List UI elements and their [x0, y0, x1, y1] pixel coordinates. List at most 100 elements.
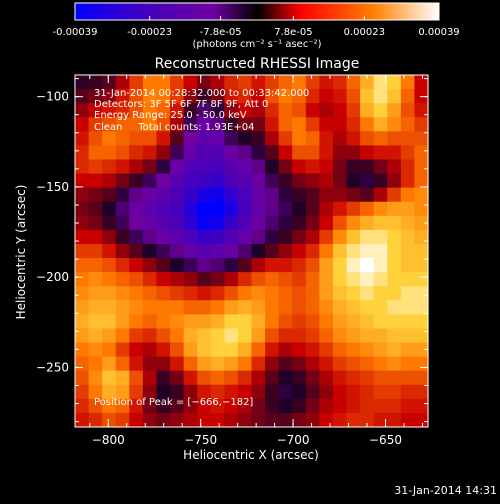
heatmap-cell	[305, 187, 320, 203]
heatmap-cell	[292, 103, 307, 118]
heatmap-cell	[115, 215, 130, 231]
colorbar-tick-label: 0.00023	[344, 27, 385, 38]
heatmap-cell	[400, 356, 416, 372]
heatmap-cell	[292, 258, 307, 273]
heatmap-cell	[292, 328, 307, 344]
heatmap-cell	[224, 145, 239, 161]
heatmap-cell	[224, 201, 239, 217]
heatmap-cell	[115, 398, 130, 414]
heatmap-cell	[292, 356, 307, 372]
heatmap-cell	[251, 229, 266, 245]
colorbar-tick-label: -0.00023	[127, 27, 172, 38]
y-axis: −100 −150 −200 −250	[36, 78, 428, 423]
heatmap-cell	[129, 384, 144, 400]
heatmap-cell	[292, 342, 307, 358]
heatmap-cell	[360, 215, 375, 231]
footer-timestamp: 31-Jan-2014 14:31	[394, 484, 497, 497]
heatmap-cell	[237, 370, 253, 386]
heatmap-cell	[305, 145, 320, 161]
heatmap-cell	[292, 384, 307, 400]
heatmap-cell	[102, 145, 117, 161]
heatmap-cell	[251, 398, 266, 414]
heatmap-cell	[265, 103, 280, 118]
heatmap-cell	[400, 201, 416, 217]
heatmap-cell	[197, 159, 212, 175]
heatmap-cell	[224, 215, 239, 231]
heatmap-cell	[346, 370, 361, 386]
heatmap-cell	[224, 103, 239, 118]
heatmap-cell	[129, 356, 144, 372]
heatmap-cell	[251, 103, 266, 118]
heatmap-cell	[346, 243, 361, 259]
heatmap-cell	[278, 258, 293, 273]
heatmap-cell	[319, 258, 334, 273]
heatmap-cell	[278, 229, 293, 245]
heatmap-cell	[400, 412, 416, 428]
heatmap-cell	[170, 103, 185, 118]
heatmap-cell	[115, 243, 130, 259]
heatmap-cell	[265, 187, 280, 203]
heatmap-cell	[251, 187, 266, 203]
heatmap-cell	[305, 412, 320, 428]
heatmap-cell	[373, 173, 388, 189]
heatmap-cell	[75, 215, 90, 231]
heatmap-cell	[387, 243, 402, 259]
heatmap-cell	[224, 272, 239, 287]
heatmap-cell	[373, 145, 388, 161]
heatmap-cell	[183, 131, 198, 146]
heatmap-cell	[170, 272, 185, 287]
heatmap-cell	[360, 103, 375, 118]
heatmap-cell	[197, 286, 212, 301]
heatmap-cell	[237, 131, 253, 146]
heatmap-cell	[237, 272, 253, 287]
heatmap-cell	[278, 215, 293, 231]
heatmap-cell	[360, 342, 375, 358]
heatmap-cell	[265, 89, 280, 104]
heatmap-cell	[305, 398, 320, 414]
heatmap-cell	[319, 131, 334, 146]
heatmap-cell	[292, 117, 307, 132]
heatmap-cell	[210, 75, 225, 90]
heatmap-cell	[197, 215, 212, 231]
heatmap-cell	[197, 173, 212, 189]
heatmap-cell	[129, 159, 144, 175]
heatmap-cell	[387, 201, 402, 217]
heatmap-cell	[387, 384, 402, 400]
heatmap-cell	[75, 131, 90, 146]
heatmap-cell	[170, 89, 185, 104]
heatmap-cell	[400, 398, 416, 414]
colorbar-tick-label: 7.8e-05	[274, 27, 312, 38]
heatmap-cell	[224, 384, 239, 400]
heatmap-cell	[88, 398, 103, 414]
heatmap-cell	[88, 370, 103, 386]
heatmap-cell	[387, 145, 402, 161]
heatmap-cell	[292, 412, 307, 428]
heatmap-cell	[251, 243, 266, 259]
heatmap-cell	[115, 201, 130, 217]
heatmap-cell	[142, 173, 158, 189]
heatmap-cell	[142, 356, 158, 372]
heatmap-cell	[88, 229, 103, 245]
heatmap-cell	[156, 117, 171, 132]
heatmap-cell	[346, 145, 361, 161]
heatmap-cell	[332, 187, 348, 203]
heatmap-cell	[305, 173, 320, 189]
heatmap-cell	[360, 243, 375, 259]
heatmap-cell	[88, 159, 103, 175]
heatmap-cell	[278, 201, 293, 217]
heatmap-cell	[210, 89, 225, 104]
heatmap-cell	[88, 342, 103, 358]
heatmap-cell	[129, 145, 144, 161]
heatmap-cell	[265, 384, 280, 400]
heatmap-cell	[183, 89, 198, 104]
heatmap-cell	[346, 201, 361, 217]
heatmap-cell	[88, 131, 103, 146]
heatmap-cell	[156, 201, 171, 217]
heatmap-cell	[400, 258, 416, 273]
heatmap-cell	[224, 412, 239, 428]
heatmap-cell	[102, 131, 117, 146]
heatmap-cell	[346, 328, 361, 344]
heatmap-cell	[346, 103, 361, 118]
heatmap-cell	[142, 300, 158, 315]
heatmap-cell	[373, 243, 388, 259]
